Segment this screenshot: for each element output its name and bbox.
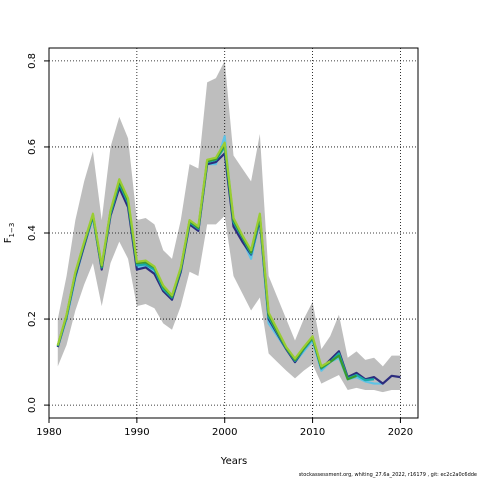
y-tick-label: 0.2	[27, 311, 38, 327]
y-tick-label: 0.4	[27, 225, 38, 241]
x-axis-label: Years	[220, 456, 247, 467]
series-layer	[56, 135, 401, 385]
confidence-band	[57, 60, 401, 393]
y-axis: 0.0 0.2 0.4 0.6 0.8	[27, 53, 49, 413]
x-tick-label: 1980	[36, 427, 61, 438]
x-axis: 1980 1990 2000 2010 2020	[36, 418, 413, 438]
x-tick-label: 2010	[300, 427, 325, 438]
series-line-5	[56, 141, 331, 368]
x-tick-label: 1990	[124, 427, 149, 438]
x-tick-label: 2020	[388, 427, 413, 438]
x-tick-label: 2000	[212, 427, 237, 438]
y-axis-label: F1−3	[3, 223, 16, 244]
y-axis-label-base: F	[3, 237, 14, 243]
y-axis-label-subscript: 1−3	[8, 223, 16, 238]
y-tick-label: 0.6	[27, 139, 38, 155]
footer-source-note: stockassessment.org, whiting_27.6a_2022,…	[298, 472, 477, 478]
y-tick-label: 0.8	[27, 53, 38, 69]
y-tick-label: 0.0	[27, 397, 38, 413]
confidence-band-layer	[57, 60, 401, 393]
